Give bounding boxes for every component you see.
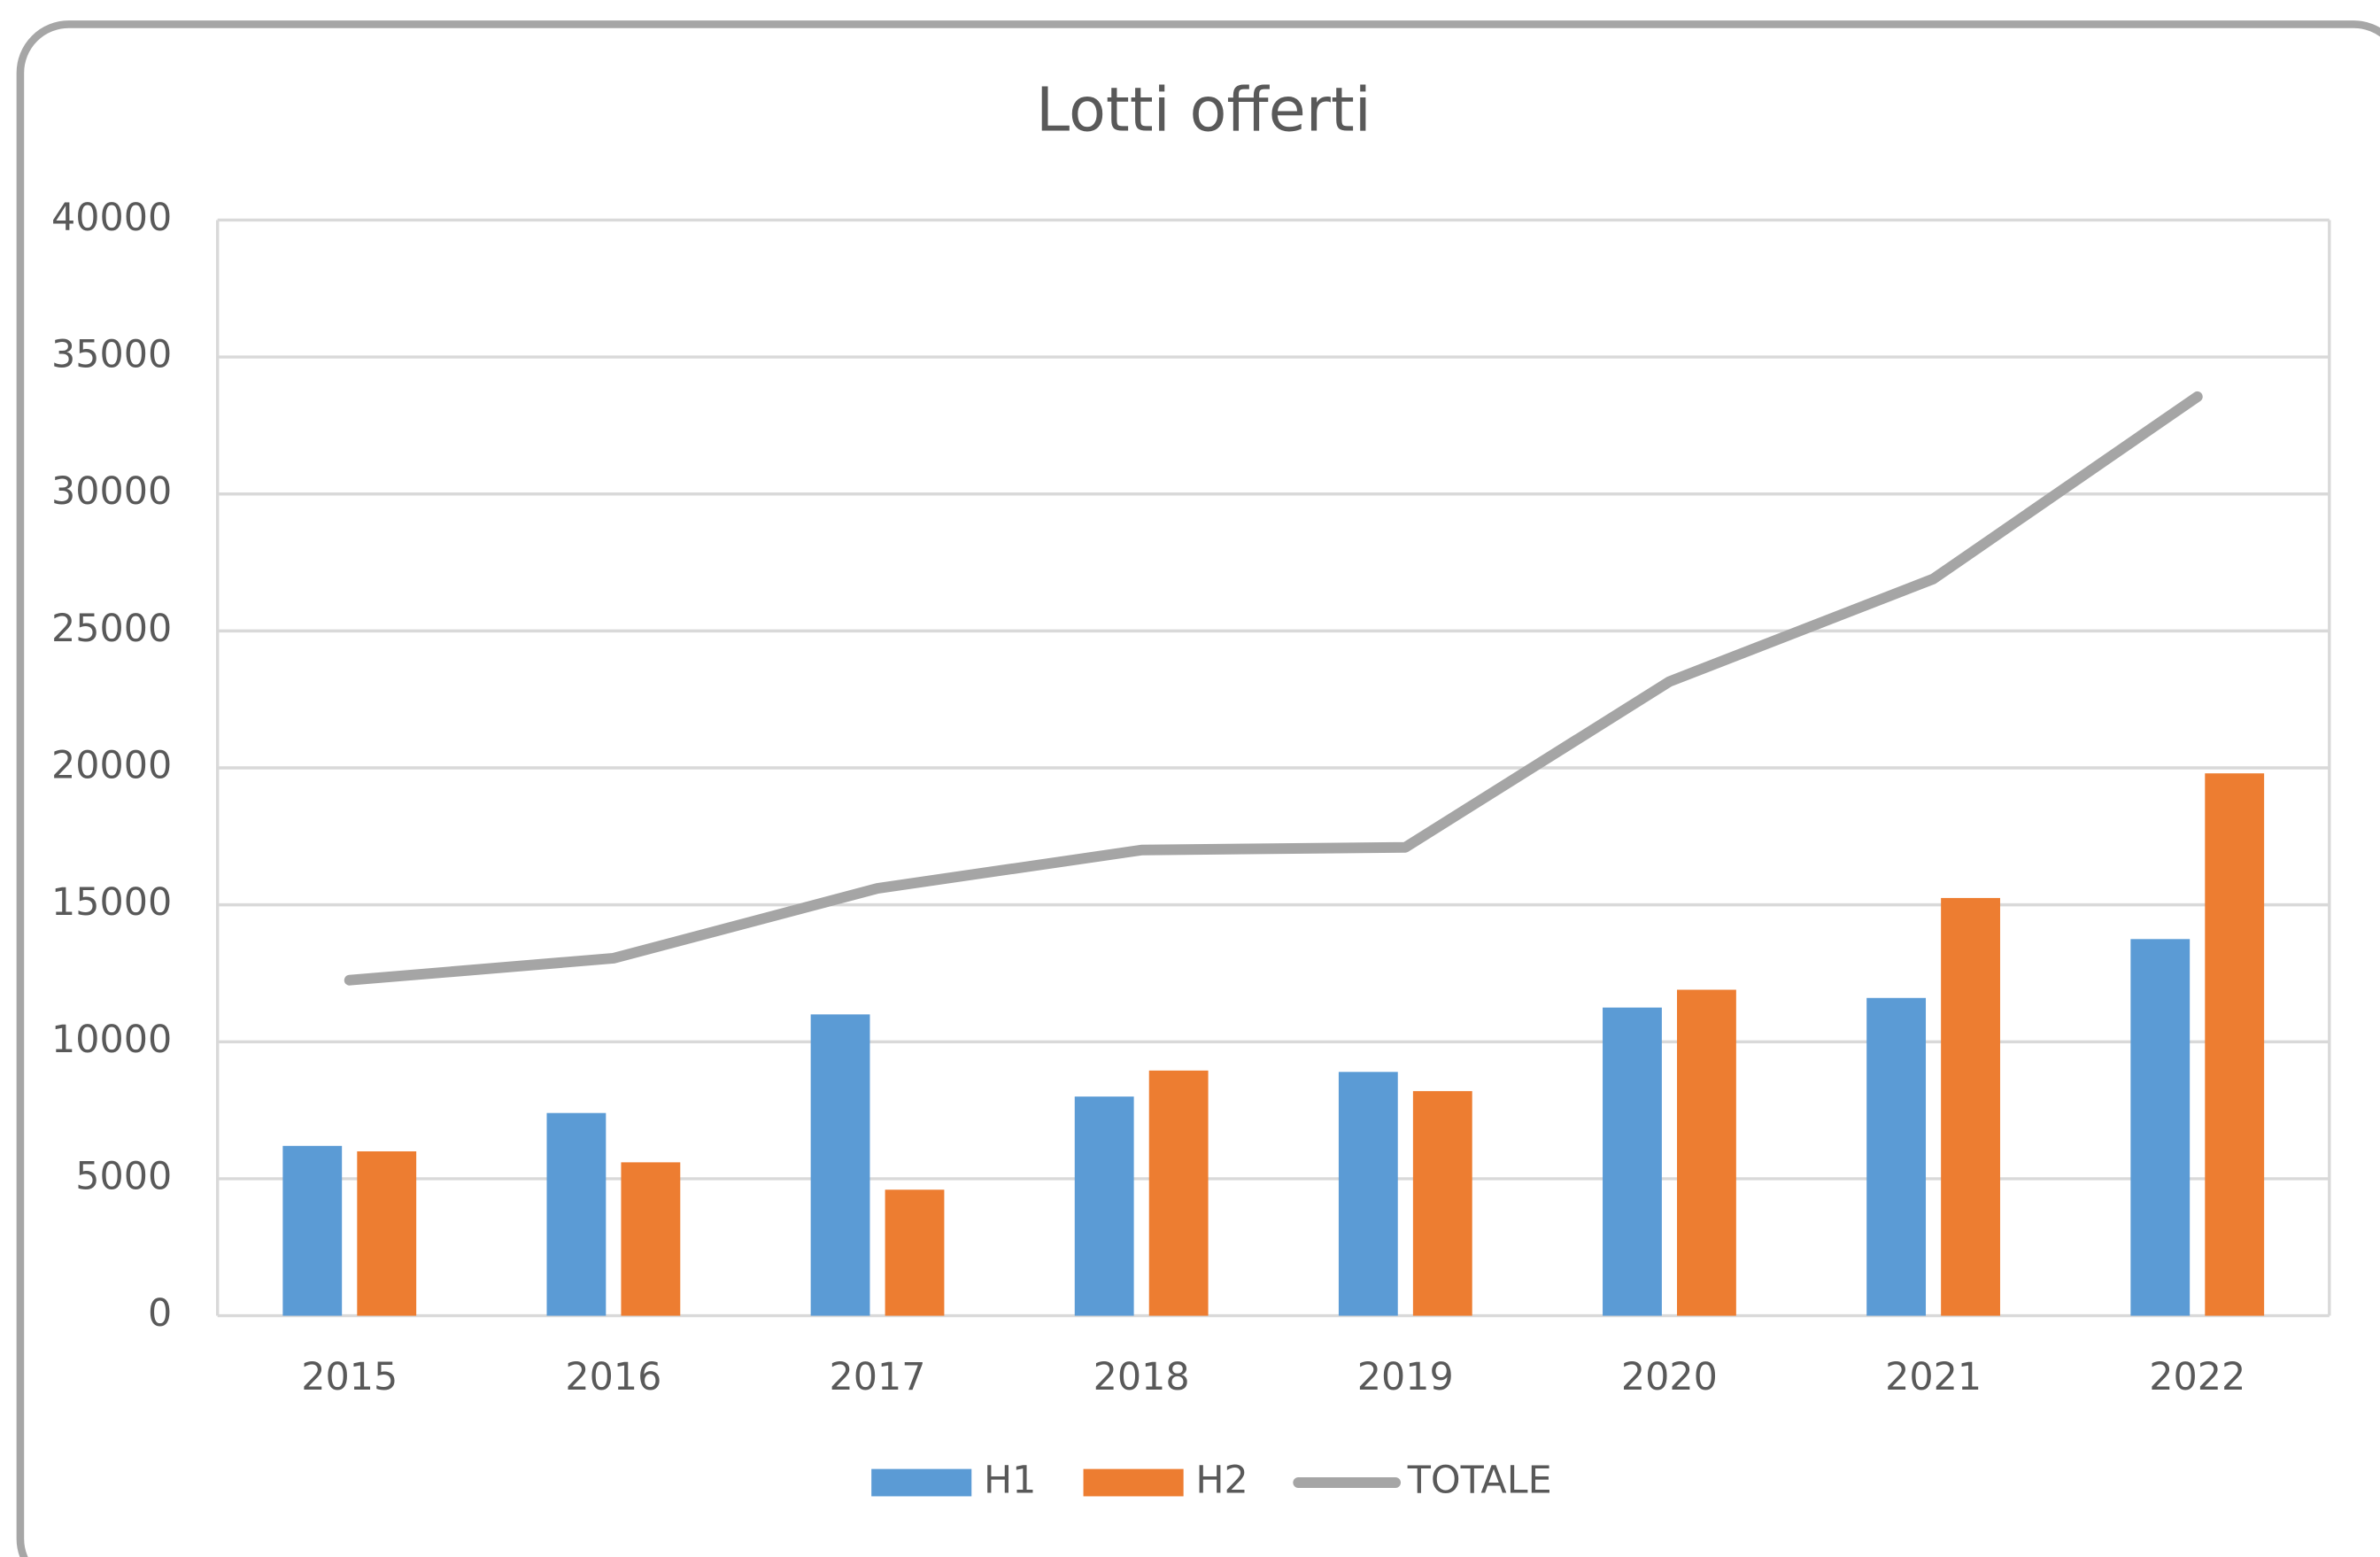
x-tick-label: 2017	[830, 1355, 926, 1399]
y-tick-label: 30000	[51, 469, 172, 514]
bar	[885, 1189, 945, 1316]
bar	[810, 1014, 870, 1316]
y-tick-label: 25000	[51, 607, 172, 651]
bar	[357, 1150, 417, 1316]
y-tick-label: 15000	[51, 880, 172, 925]
y-tick-label: 20000	[51, 744, 172, 788]
line	[344, 391, 2203, 986]
legend-swatch	[1083, 1468, 1184, 1497]
y-tick-label: 35000	[51, 333, 172, 377]
legend-label: TOTALE	[1407, 1459, 1552, 1503]
bar	[2205, 773, 2265, 1316]
legend-swatch	[871, 1468, 972, 1497]
y-tick-label: 0	[148, 1291, 172, 1336]
bar	[1677, 989, 1736, 1316]
chart-title: Lotti offerti	[1036, 75, 1372, 146]
legend-label: H2	[1195, 1459, 1248, 1503]
x-tick-label: 2016	[565, 1355, 661, 1399]
bar	[1941, 897, 2000, 1316]
y-tick-label: 5000	[75, 1154, 172, 1198]
bar	[1603, 1007, 1662, 1316]
bar	[546, 1112, 607, 1316]
x-tick-label: 2021	[1885, 1355, 1982, 1399]
x-tick-label: 2019	[1357, 1355, 1454, 1399]
bar	[1338, 1072, 1398, 1316]
x-tick-label: 2015	[301, 1355, 398, 1399]
bar	[1148, 1070, 1209, 1316]
x-tick-label: 2018	[1093, 1355, 1190, 1399]
bar	[282, 1145, 343, 1316]
bar	[1412, 1090, 1472, 1316]
bar	[621, 1162, 681, 1316]
legend-label: H1	[984, 1459, 1036, 1503]
x-tick-label: 2022	[2149, 1355, 2245, 1399]
chart-border	[16, 20, 2380, 1557]
x-tick-label: 2020	[1621, 1355, 1718, 1399]
y-tick-label: 40000	[51, 196, 172, 240]
bar	[1866, 997, 1927, 1316]
y-tick-label: 10000	[51, 1018, 172, 1062]
bar	[2130, 939, 2191, 1316]
bar	[1074, 1096, 1134, 1316]
